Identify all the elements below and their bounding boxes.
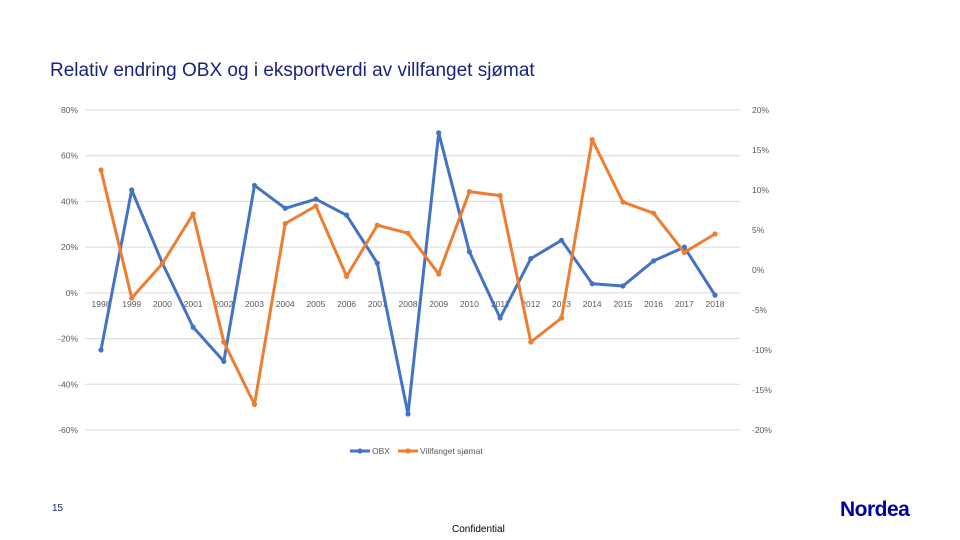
data-point	[98, 167, 104, 173]
x-tick-label: 2005	[306, 299, 325, 309]
legend: OBX Villfanget sjømat	[350, 446, 483, 456]
data-point	[712, 292, 718, 298]
data-point	[466, 249, 472, 255]
x-tick-label: 2012	[521, 299, 540, 309]
y-tick-label-left: 0%	[66, 288, 79, 298]
y-tick-label-left: 80%	[61, 105, 78, 115]
data-point	[313, 203, 319, 209]
y-tick-label-left: -60%	[58, 425, 78, 435]
data-point	[344, 273, 350, 279]
x-tick-label: 2016	[644, 299, 663, 309]
gridlines	[85, 109, 740, 431]
y-tick-label-right: 0%	[752, 265, 765, 275]
x-tick-label: 2002	[214, 299, 233, 309]
legend-marker	[357, 448, 363, 454]
x-tick-label: 2003	[245, 299, 264, 309]
data-point	[251, 182, 258, 189]
data-point	[344, 212, 350, 218]
confidential-label: Confidential	[452, 524, 505, 535]
data-point	[528, 339, 534, 345]
y-tick-label-left: 20%	[61, 242, 78, 252]
data-point	[190, 324, 196, 330]
x-tick-label: 2015	[613, 299, 632, 309]
line-chart: 80% 60% 40% 20% 0% -20% -40% -60% 20% 15% 10% 5% 0%…	[58, 105, 772, 456]
series-line-obx	[99, 131, 717, 416]
x-tick-label: 2011	[491, 299, 510, 309]
data-point	[190, 211, 196, 217]
data-point	[528, 255, 534, 262]
data-point	[589, 137, 595, 143]
x-axis: 1998 1999 2000 2001 2002 2003 2004 2005 2006 2007…	[92, 299, 725, 309]
data-point	[558, 237, 565, 243]
series-line-sjomat	[99, 138, 716, 406]
x-tick-label: 2013	[552, 299, 571, 309]
x-tick-label: 2008	[399, 299, 418, 309]
y-tick-label-left: 60%	[61, 151, 78, 161]
y-tick-label-right: -20%	[752, 425, 772, 435]
page-number: 15	[52, 503, 64, 514]
nordea-logo: Nordea	[840, 498, 910, 521]
legend-label: OBX	[372, 446, 390, 456]
y-tick-label-right: 5%	[752, 225, 765, 235]
data-point	[374, 260, 380, 266]
y-tick-label-right: 10%	[752, 185, 769, 195]
data-point	[282, 221, 288, 227]
data-point	[129, 295, 135, 301]
data-point	[282, 205, 288, 211]
data-point	[221, 339, 227, 345]
x-tick-label: 2001	[184, 299, 203, 309]
y-axis-left: 80% 60% 40% 20% 0% -20% -40% -60%	[58, 105, 78, 435]
slide-title: Relativ endring OBX og i eksportverdi av…	[50, 60, 535, 81]
data-point	[651, 258, 657, 264]
data-point	[405, 230, 411, 236]
x-tick-label: 2009	[429, 299, 448, 309]
data-point	[251, 401, 258, 407]
x-tick-label: 2010	[460, 299, 479, 309]
y-tick-label-left: 40%	[61, 196, 78, 206]
data-point	[620, 283, 626, 289]
series	[98, 130, 718, 417]
y-tick-label-right: -10%	[752, 345, 772, 355]
legend-label: Villfanget sjømat	[420, 446, 483, 456]
data-point	[129, 187, 135, 193]
data-point	[620, 199, 626, 205]
data-point	[405, 411, 411, 417]
data-point	[558, 315, 565, 321]
data-point	[436, 271, 442, 277]
data-point	[712, 231, 718, 237]
x-tick-label: 2000	[153, 299, 172, 309]
x-tick-label: 2004	[276, 299, 295, 309]
data-point	[466, 189, 472, 195]
data-point	[374, 222, 380, 228]
y-tick-label-left: -20%	[58, 334, 78, 344]
data-point	[497, 315, 503, 321]
data-point	[221, 358, 227, 365]
y-tick-label-left: -40%	[58, 379, 78, 389]
y-tick-label-right: -5%	[752, 305, 768, 315]
x-tick-label: 1998	[92, 299, 111, 309]
x-tick-label: 2007	[368, 299, 387, 309]
data-point	[497, 193, 503, 199]
data-point	[313, 196, 319, 202]
y-tick-label-right: 20%	[752, 105, 769, 115]
data-point	[436, 130, 442, 136]
data-point	[651, 210, 657, 216]
x-tick-label: 2014	[583, 299, 602, 309]
x-tick-label: 2018	[706, 299, 725, 309]
x-tick-label: 2017	[675, 299, 694, 309]
y-tick-label-right: 15%	[752, 145, 769, 155]
data-point	[681, 249, 687, 255]
y-tick-label-right: -15%	[752, 385, 772, 395]
data-point	[589, 281, 595, 287]
data-point	[98, 347, 104, 353]
x-tick-label: 1999	[122, 299, 141, 309]
x-tick-label: 2006	[337, 299, 356, 309]
data-point	[159, 261, 165, 267]
y-axis-right: 20% 15% 10% 5% 0% -5% -10% -15% -20%	[752, 105, 772, 435]
legend-marker	[405, 448, 411, 454]
